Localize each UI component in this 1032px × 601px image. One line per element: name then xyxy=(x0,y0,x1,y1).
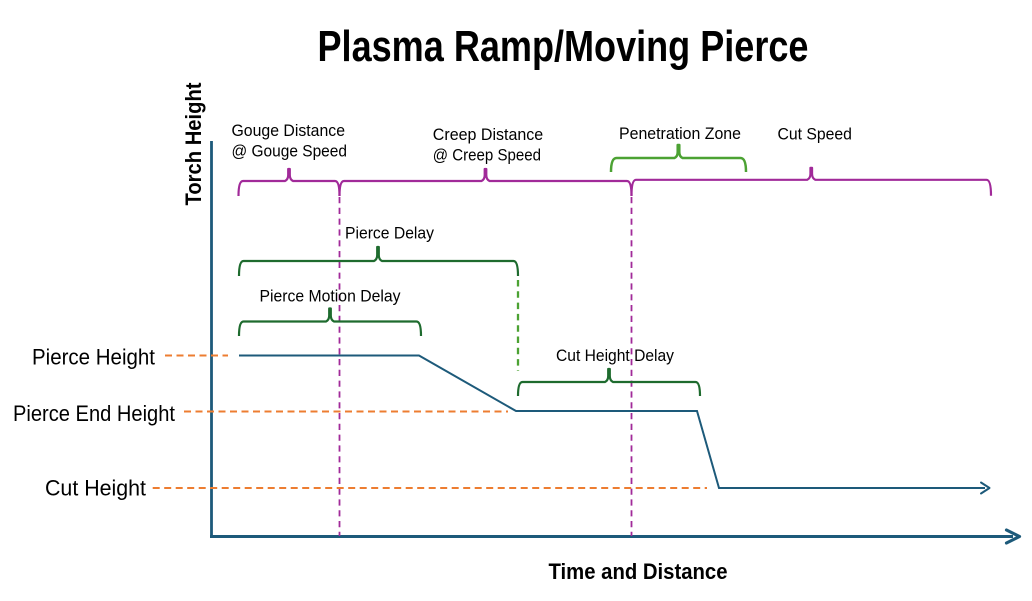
svg-text:Creep Distance: Creep Distance xyxy=(433,125,543,144)
svg-text:Cut Height Delay: Cut Height Delay xyxy=(556,346,674,365)
svg-text:Torch Height: Torch Height xyxy=(181,82,206,205)
svg-text:Penetration Zone: Penetration Zone xyxy=(619,124,741,143)
svg-text:Cut Speed: Cut Speed xyxy=(777,125,852,144)
svg-text:@ Creep Speed: @ Creep Speed xyxy=(433,146,541,165)
svg-text:@ Gouge Speed: @ Gouge Speed xyxy=(232,142,348,161)
svg-text:Pierce Motion Delay: Pierce Motion Delay xyxy=(260,287,401,306)
svg-text:Pierce End Height: Pierce End Height xyxy=(13,401,175,426)
svg-text:Pierce Height: Pierce Height xyxy=(32,344,155,369)
svg-text:Pierce Delay: Pierce Delay xyxy=(345,224,434,243)
svg-text:Cut Height: Cut Height xyxy=(45,476,146,501)
svg-text:Gouge Distance: Gouge Distance xyxy=(232,121,346,140)
svg-text:Plasma Ramp/Moving Pierce: Plasma Ramp/Moving Pierce xyxy=(318,22,809,71)
svg-text:Time and Distance: Time and Distance xyxy=(549,559,728,584)
